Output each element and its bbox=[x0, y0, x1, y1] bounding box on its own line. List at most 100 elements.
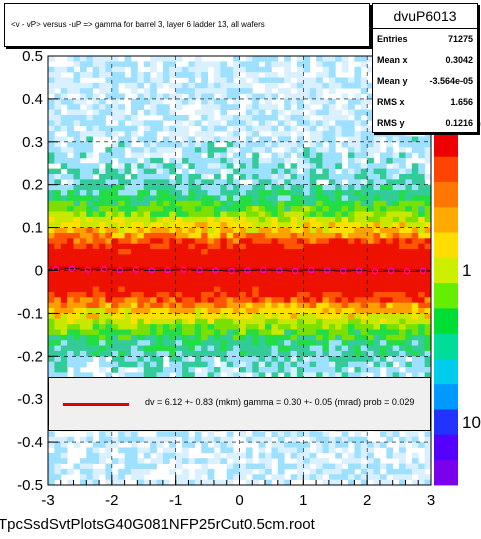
heatmap-cell bbox=[194, 232, 202, 239]
heatmap-cell bbox=[290, 93, 298, 100]
heatmap-cell bbox=[67, 318, 74, 325]
heatmap-cell bbox=[99, 61, 106, 68]
heatmap-cell bbox=[348, 313, 355, 320]
x-tick-label: 0 bbox=[235, 492, 243, 509]
heatmap-cell bbox=[284, 179, 291, 186]
heatmap-cell bbox=[405, 345, 413, 352]
heatmap-cell bbox=[137, 254, 145, 261]
heatmap-cell bbox=[48, 195, 55, 202]
heatmap-cell bbox=[258, 173, 266, 180]
heatmap-cell bbox=[322, 173, 330, 180]
heatmap-cell bbox=[111, 249, 119, 255]
heatmap-cell bbox=[252, 77, 260, 84]
heatmap-cell bbox=[245, 238, 253, 245]
heatmap-cell bbox=[252, 147, 260, 153]
heatmap-cell bbox=[220, 329, 228, 336]
heatmap-cell bbox=[277, 297, 285, 304]
heatmap-cell bbox=[290, 318, 298, 325]
heatmap-cell bbox=[303, 265, 311, 271]
heatmap-cell bbox=[309, 216, 317, 223]
heatmap-cell bbox=[137, 72, 145, 78]
heatmap-cell bbox=[79, 281, 87, 287]
heatmap-cell bbox=[265, 238, 272, 245]
heatmap-cell bbox=[207, 88, 215, 94]
heatmap-cell bbox=[137, 259, 145, 266]
heatmap-cell bbox=[316, 297, 323, 304]
heatmap-cell bbox=[156, 275, 164, 282]
heatmap-cell bbox=[162, 345, 170, 352]
heatmap-cell bbox=[316, 243, 323, 250]
heatmap-cell bbox=[118, 350, 125, 357]
heatmap-cell bbox=[175, 479, 183, 486]
heatmap-cell bbox=[105, 206, 113, 212]
heatmap-cell bbox=[188, 141, 196, 148]
heatmap-cell bbox=[188, 436, 196, 443]
profile-point bbox=[308, 266, 315, 274]
heatmap-cell bbox=[156, 195, 164, 202]
heatmap-cell bbox=[60, 98, 68, 105]
heatmap-cell bbox=[271, 249, 279, 255]
heatmap-cell bbox=[162, 270, 170, 277]
heatmap-cell bbox=[271, 109, 279, 116]
heatmap-cell bbox=[309, 232, 317, 239]
heatmap-cell bbox=[79, 302, 87, 309]
heatmap-cell bbox=[367, 173, 374, 180]
heatmap-cell bbox=[169, 254, 177, 261]
heatmap-cell bbox=[188, 275, 196, 282]
heatmap-cell bbox=[354, 452, 362, 459]
heatmap-cell bbox=[188, 372, 196, 379]
heatmap-cell bbox=[118, 345, 125, 352]
heatmap-cell bbox=[201, 297, 208, 304]
heatmap-cell bbox=[111, 216, 119, 223]
heatmap-cell bbox=[239, 120, 247, 127]
heatmap-cell bbox=[418, 249, 426, 255]
heatmap-cell bbox=[143, 372, 151, 379]
heatmap-cell bbox=[188, 340, 196, 346]
heatmap-cell bbox=[392, 179, 400, 186]
heatmap-cell bbox=[188, 329, 196, 336]
heatmap-cell bbox=[156, 308, 164, 314]
color-scale-band bbox=[434, 131, 458, 157]
heatmap-cell bbox=[335, 163, 343, 170]
heatmap-cell bbox=[124, 340, 132, 346]
heatmap-cell bbox=[220, 318, 228, 325]
heatmap-cell bbox=[271, 195, 279, 202]
heatmap-cell bbox=[67, 302, 74, 309]
heatmap-cell bbox=[399, 163, 406, 170]
heatmap-cell bbox=[175, 329, 183, 336]
heatmap-cell bbox=[67, 340, 74, 346]
heatmap-cell bbox=[411, 436, 419, 443]
heatmap-cell bbox=[322, 318, 330, 325]
heatmap-cell bbox=[303, 313, 311, 320]
heatmap-cell bbox=[137, 82, 145, 89]
heatmap-cell bbox=[150, 297, 157, 304]
heatmap-cell bbox=[335, 324, 343, 330]
heatmap-cell bbox=[162, 147, 170, 153]
heatmap-cell bbox=[188, 361, 196, 368]
heatmap-cell bbox=[213, 184, 221, 191]
heatmap-cell bbox=[226, 93, 234, 100]
heatmap-cell bbox=[271, 259, 279, 266]
heatmap-cell bbox=[143, 313, 151, 320]
heatmap-cell bbox=[67, 243, 74, 250]
heatmap-cell bbox=[175, 350, 183, 357]
heatmap-cell bbox=[156, 281, 164, 287]
heatmap-cell bbox=[143, 291, 151, 298]
heatmap-cell bbox=[258, 367, 266, 373]
y-tick-label: -0.4 bbox=[17, 434, 43, 451]
heatmap-cell bbox=[111, 147, 119, 153]
heatmap-cell bbox=[348, 340, 355, 346]
heatmap-cell bbox=[105, 340, 113, 346]
heatmap-cell bbox=[239, 88, 247, 94]
heatmap-cell bbox=[296, 265, 304, 271]
heatmap-cell bbox=[137, 281, 145, 287]
heatmap-cell bbox=[277, 431, 285, 438]
heatmap-cell bbox=[99, 313, 106, 320]
heatmap-cell bbox=[54, 238, 62, 245]
heatmap-cell bbox=[367, 211, 374, 218]
heatmap-cell bbox=[360, 77, 368, 84]
heatmap-cell bbox=[60, 238, 68, 245]
heatmap-cell bbox=[156, 157, 164, 164]
heatmap-cell bbox=[392, 238, 400, 245]
heatmap-cell bbox=[348, 270, 355, 277]
